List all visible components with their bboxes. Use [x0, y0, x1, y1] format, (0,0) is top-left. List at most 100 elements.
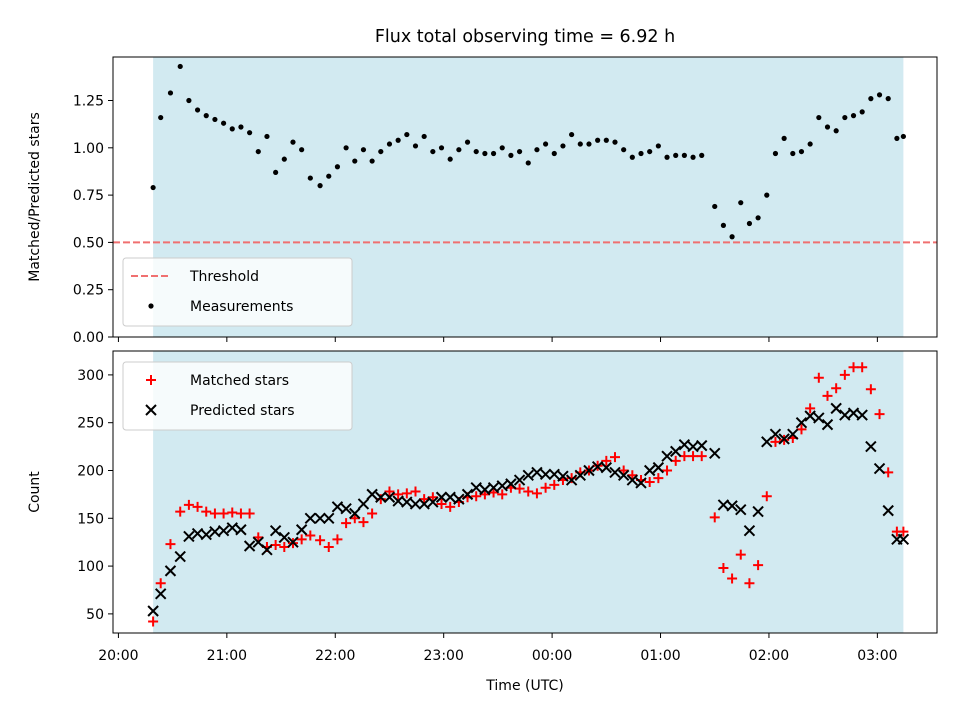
matched-stars-point — [436, 498, 447, 509]
measurements-point — [621, 147, 627, 153]
predicted-stars-point — [479, 483, 491, 496]
measurements-point — [307, 175, 313, 181]
predicted-stars-point — [278, 531, 291, 544]
y-axis-label: Matched/Predicted stars — [27, 112, 43, 282]
measurements-point — [421, 133, 427, 140]
x-tick-label: 02:00 — [749, 648, 789, 664]
predicted-stars-point — [366, 488, 378, 501]
predicted-stars-point — [174, 550, 186, 563]
measurements-point — [334, 164, 341, 170]
measurements-point — [238, 124, 244, 130]
predicted-stars-point — [735, 503, 747, 516]
predicted-stars-point — [652, 461, 665, 474]
x-axis-label: Time (UTC) — [485, 678, 563, 694]
measurements-point — [229, 126, 235, 132]
measurements-point — [824, 124, 831, 130]
bottom-panel: 50 100 150 200 250 300 20:00 21:00 22:00 23:00 00:… — [27, 350, 938, 664]
predicted-stars-point — [522, 469, 534, 481]
chart-title: Flux total observing time = 6.92 h — [375, 27, 675, 47]
matched-stars-point — [848, 362, 859, 373]
predicted-stars-point — [183, 530, 195, 543]
measurements-point — [378, 148, 384, 155]
measurements-point — [220, 120, 227, 126]
measurements-point — [755, 215, 761, 221]
predicted-stars-point — [669, 445, 682, 458]
measurements-point — [360, 147, 367, 153]
predicted-stars-point — [453, 493, 465, 505]
predicted-stars-point — [427, 496, 439, 508]
matched-stars-point — [155, 578, 166, 589]
matched-stars-point — [549, 479, 560, 490]
predicted-stars-point — [261, 544, 273, 556]
measurements-point — [781, 135, 787, 141]
matched-stars-point — [670, 455, 681, 466]
matched-stars-point — [805, 403, 816, 414]
measurements-point — [569, 131, 575, 138]
matched-stars-point — [384, 486, 395, 497]
measurements-point — [876, 92, 883, 98]
matched-stars-point — [822, 390, 833, 401]
matched-stars-point — [566, 473, 577, 484]
matched-stars-point — [148, 616, 159, 627]
measurements-point — [647, 148, 653, 155]
predicted-stars-point — [839, 409, 851, 421]
measurements-point — [746, 220, 753, 227]
matched-stars-point — [479, 489, 490, 500]
predicted-stars-point — [882, 504, 894, 517]
matched-stars-point — [401, 488, 412, 499]
matched-stars-point — [279, 541, 290, 552]
matched-stars-point — [427, 492, 438, 503]
predicted-stars-point — [830, 402, 842, 415]
predicted-stars-point — [539, 468, 552, 481]
predicted-stars-point — [678, 438, 691, 451]
predicted-stars-point — [752, 505, 764, 518]
measurements-point — [516, 148, 523, 155]
predicted-stars-point — [314, 512, 326, 524]
matched-stars-point — [753, 560, 764, 571]
matched-stars-point — [349, 513, 360, 524]
predicted-stars-point — [865, 440, 877, 453]
predicted-stars-point — [709, 447, 721, 459]
measurements-point — [699, 152, 705, 158]
measurements-point — [894, 135, 900, 141]
measurements-point — [290, 139, 296, 145]
predicted-stars-point — [164, 565, 177, 577]
legend-box — [122, 361, 353, 431]
matched-stars-point — [296, 534, 307, 545]
matched-stars-point — [523, 486, 534, 497]
legend-label: Measurements — [190, 299, 293, 315]
measurements-point — [177, 63, 183, 70]
predicted-stars-point — [357, 498, 370, 510]
legend-label: Threshold — [189, 269, 259, 285]
measurements-point — [369, 158, 375, 164]
measurements-point — [247, 130, 253, 136]
matched-stars-point — [209, 508, 220, 519]
measurements-point — [850, 113, 857, 119]
matched-stars-point — [201, 506, 212, 517]
matched-stars-point — [831, 383, 842, 394]
x-tick-label: 23:00 — [424, 648, 464, 664]
matched-stars-point — [165, 539, 176, 550]
x-tick-label: 00:00 — [532, 648, 572, 664]
matched-stars-point — [488, 487, 499, 498]
measurements-point — [842, 114, 848, 121]
matched-stars-point — [531, 488, 542, 499]
y-tick-label: 200 — [77, 463, 104, 479]
predicted-stars-point — [565, 474, 578, 486]
matched-stars-point — [471, 491, 482, 502]
measurements-point — [603, 137, 609, 143]
matched-stars-point — [761, 491, 772, 502]
matched-stars-point — [540, 482, 551, 493]
measurements-point — [395, 137, 401, 143]
predicted-stars-point — [557, 470, 569, 482]
measurements-point — [525, 160, 531, 166]
axes-frame — [112, 56, 938, 338]
matched-stars-point — [644, 476, 655, 487]
measurements-point — [490, 150, 497, 157]
measurements-point — [551, 150, 557, 157]
legend-box — [122, 257, 353, 327]
predicted-stars-point — [409, 498, 422, 510]
predicted-stars-point — [487, 481, 500, 494]
matched-stars-point — [419, 494, 430, 505]
